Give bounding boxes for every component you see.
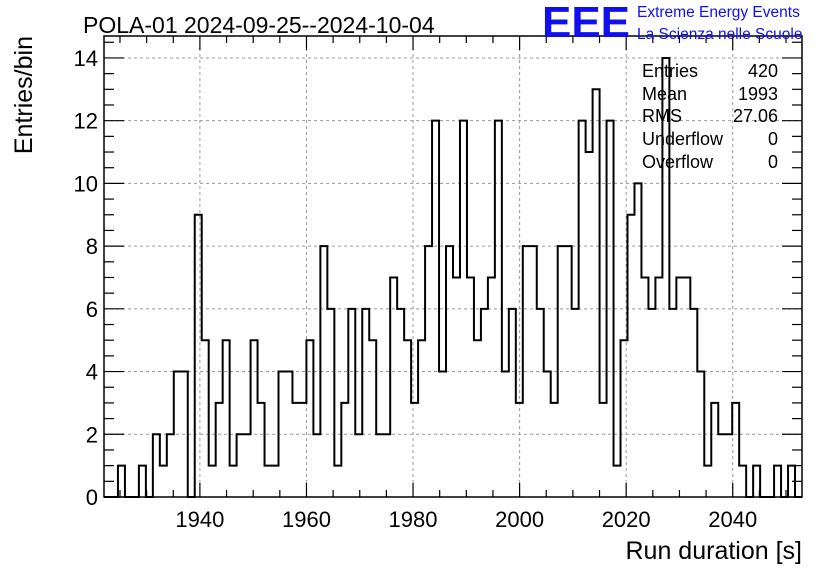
stat-value-mean: 1993	[738, 84, 778, 104]
stats-box: Entries 420 Mean 1993 RMS 27.06 Underflo…	[642, 61, 778, 172]
x-axis-label: Run duration [s]	[626, 537, 803, 565]
histogram-bars	[104, 56, 802, 498]
y-tick-label: 4	[86, 360, 98, 385]
x-tick-label: 2000	[495, 507, 544, 532]
logo-mark: EEE	[542, 0, 630, 47]
y-tick-labels: 0 2 4 6 8 10 12 14	[74, 46, 98, 510]
y-tick-label: 6	[86, 297, 98, 322]
eee-logo: EEE Extreme Energy Events La Scienza nel…	[542, 0, 802, 47]
y-tick-label: 12	[74, 109, 98, 134]
plot-frame	[103, 35, 803, 498]
stat-label-overflow: Overflow	[642, 152, 714, 172]
x-tick-label: 1960	[282, 507, 331, 532]
grid-lines	[104, 36, 802, 497]
y-tick-label: 2	[86, 422, 98, 447]
stat-label-entries: Entries	[642, 61, 698, 81]
y-axis-label: Entries/bin	[10, 36, 38, 154]
logo-line2: La Scienza nelle Scuole	[637, 26, 802, 43]
x-tick-label: 2040	[708, 507, 757, 532]
stat-label-rms: RMS	[642, 106, 682, 126]
x-tick-label: 1980	[389, 507, 438, 532]
stat-label-mean: Mean	[642, 84, 687, 104]
stat-label-underflow: Underflow	[642, 129, 724, 149]
y-tick-label: 10	[74, 171, 98, 196]
y-tick-label: 14	[74, 46, 98, 71]
x-tick-label: 2020	[602, 507, 651, 532]
stat-value-underflow: 0	[768, 129, 778, 149]
y-tick-label: 0	[86, 485, 98, 510]
stat-value-rms: 27.06	[733, 106, 778, 126]
chart-title: POLA-01 2024-09-25--2024-10-04	[83, 12, 435, 38]
stat-value-entries: 420	[748, 61, 778, 81]
x-tick-label: 1940	[175, 507, 224, 532]
y-tick-label: 8	[86, 234, 98, 259]
x-tick-labels: 1940 1960 1980 2000 2020 2040	[175, 507, 757, 532]
axis-ticks	[104, 36, 802, 498]
histogram-outline	[104, 56, 802, 498]
logo-line1: Extreme Energy Events	[637, 4, 800, 21]
stat-value-overflow: 0	[768, 152, 778, 172]
